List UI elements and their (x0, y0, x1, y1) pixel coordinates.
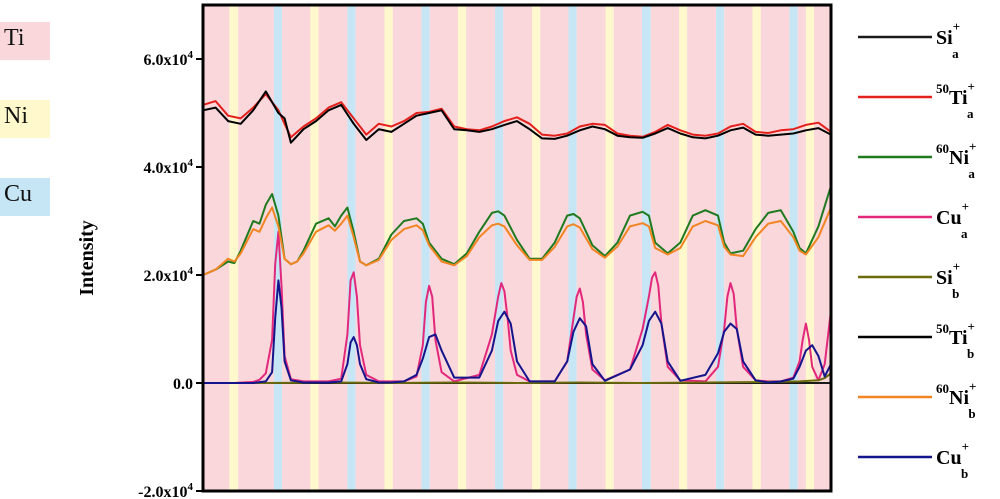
band-ti-0 (203, 5, 230, 491)
legend-label-1: 50Ti+ a (936, 79, 975, 121)
legend: Si+ a 50Ti+ a 60Ni+ a Cu+ a Si+ b 50Ti+ b 60Ni+ b Cu+ b (858, 19, 976, 481)
band-ni-21 (605, 5, 614, 491)
band-ti-8 (355, 5, 385, 491)
y-tick-label-4: -2.0x104 (138, 481, 193, 499)
band-ni-9 (384, 5, 393, 491)
y-axis-label: Intensity (76, 220, 98, 296)
legend-label-4: Si+ b (936, 259, 960, 301)
band-cu-23 (641, 5, 651, 491)
legend-label-6: 60Ni+ b (936, 379, 976, 421)
legend-label-7: Cu+ b (936, 439, 969, 481)
band-cu-7 (347, 5, 356, 491)
band-ni-1 (229, 5, 239, 491)
legend-label-3: Cu+ a (936, 199, 969, 241)
cu-layer-swatch (0, 178, 50, 216)
y-tick-label-0: 6.0x104 (144, 49, 194, 69)
band-ti-30 (760, 5, 790, 491)
band-cu-11 (421, 5, 430, 491)
series-line-cu-b (203, 279, 832, 384)
band-cu-31 (789, 5, 798, 491)
band-ti-10 (392, 5, 422, 491)
band-ni-13 (457, 5, 467, 491)
band-ti-34 (814, 5, 831, 491)
ti-layer-swatch (0, 22, 50, 60)
legend-label-0: Si+ a (936, 19, 960, 61)
band-ni-5 (310, 5, 319, 491)
series-line-50ti-b (202, 90, 832, 144)
series-line-60ni-b (202, 206, 832, 276)
y-axis-ticks: 6.0x104 4.0x104 2.0x104 0.0 -2.0x104 (138, 49, 203, 499)
band-ti-16 (503, 5, 533, 491)
legend-label-2: 60Ni+ a (936, 139, 976, 181)
band-ni-29 (752, 5, 761, 491)
band-ti-6 (318, 5, 348, 491)
plot-frame (201, 3, 833, 493)
band-cu-27 (716, 5, 725, 491)
layer-bands (203, 5, 831, 491)
series-lines (202, 90, 832, 384)
series-line-50ti-a (202, 93, 832, 139)
y-tick-label-3: 0.0 (173, 376, 193, 393)
ni-layer-swatch (0, 100, 50, 138)
band-cu-15 (495, 5, 504, 491)
band-ti-22 (613, 5, 642, 491)
y-tick-label-1: 4.0x104 (144, 157, 194, 177)
band-ti-26 (687, 5, 717, 491)
band-ti-32 (797, 5, 806, 491)
legend-label-5: 50Ti+ b (936, 319, 975, 361)
band-cu-3 (273, 5, 283, 491)
cu-layer-label: Cu (4, 181, 33, 207)
ti-layer-label: Ti (4, 25, 25, 51)
ni-layer-label: Ni (4, 103, 28, 129)
band-ni-17 (532, 5, 541, 491)
band-ni-25 (679, 5, 688, 491)
band-cu-19 (568, 5, 577, 491)
y-tick-label-2: 2.0x104 (144, 265, 194, 285)
